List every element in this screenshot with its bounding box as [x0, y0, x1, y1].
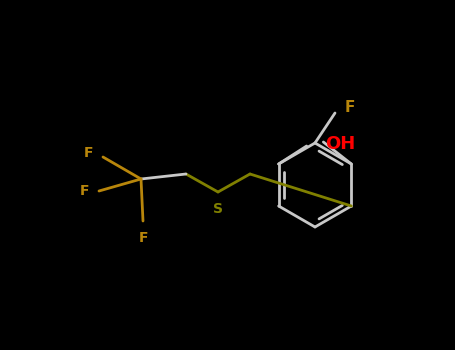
- Text: S: S: [213, 202, 223, 216]
- Text: F: F: [345, 99, 355, 114]
- Text: F: F: [84, 146, 93, 160]
- Text: F: F: [80, 184, 89, 198]
- Text: F: F: [138, 231, 148, 245]
- Text: OH: OH: [324, 135, 355, 153]
